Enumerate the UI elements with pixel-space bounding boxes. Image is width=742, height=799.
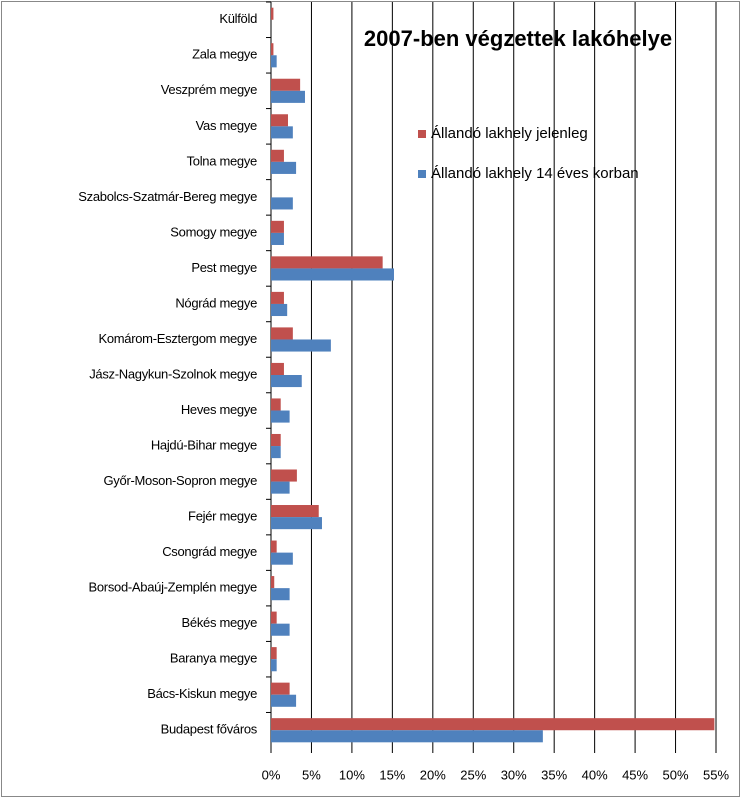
bar [271,43,274,56]
bar [271,339,331,352]
y-tick-label: Tolna megye [187,153,257,168]
bar [271,90,305,103]
x-tick-label: 20% [420,767,446,782]
y-tick-label: Csongrád megye [162,544,257,559]
bar [271,730,543,743]
y-tick-label: Békés megye [182,615,258,630]
bar [271,540,277,553]
bar [271,682,290,695]
y-tick-label: Heves megye [181,402,257,417]
bar [271,7,274,20]
x-tick-label: 35% [541,767,567,782]
bar [271,647,277,660]
bar [271,517,322,530]
y-tick-label: Vas megye [196,118,257,133]
bar [271,268,394,281]
legend-swatch [418,130,426,138]
bar [271,197,293,210]
bar [271,256,383,269]
x-tick-label: 15% [379,767,405,782]
y-tick-label: Komárom-Esztergom megye [98,331,257,346]
x-tick-label: 40% [582,767,608,782]
y-tick-label: Veszprém megye [161,82,257,97]
y-tick-label: Borsod-Abaúj-Zemplén megye [88,580,257,595]
x-tick-label: 10% [339,767,365,782]
x-tick-label: 0% [262,767,281,782]
bar [271,588,290,601]
bar [271,327,293,340]
x-tick-label: 30% [501,767,527,782]
bar [271,576,275,589]
bar [271,78,301,91]
y-tick-label: Jász-Nagykun-Szolnok megye [89,366,257,381]
y-tick-label: Külföld [219,11,257,26]
bar [271,718,715,731]
chart-title: 2007-ben végzettek lakóhelye [364,26,672,51]
bar [271,446,281,459]
legend-label: Állandó lakhely 14 éves korban [431,165,639,182]
y-tick-label: Győr-Moson-Sopron megye [104,473,258,488]
y-tick-label: Szabolcs-Szatmár-Bereg megye [78,189,257,204]
bar [271,410,290,423]
y-tick-label: Budapest főváros [161,722,258,737]
bar [271,611,277,624]
x-tick-label: 5% [302,767,321,782]
bar [271,694,297,707]
bar [271,659,277,672]
bar [271,149,284,162]
legend-swatch [418,170,426,178]
y-tick-label: Baranya megye [170,651,257,666]
y-tick-label: Somogy megye [170,224,257,239]
bar [271,55,277,68]
bar [271,291,284,304]
bar [271,161,297,174]
y-tick-label: Fejér megye [188,509,257,524]
bar [271,232,284,245]
bar [271,505,319,518]
bar [271,375,302,388]
y-tick-label: Hajdú-Bihar megye [151,437,257,452]
bar [271,362,284,375]
x-tick-label: 55% [703,767,729,782]
bar [271,126,293,139]
bar [271,433,281,447]
bar [271,469,297,482]
x-tick-label: 45% [622,767,648,782]
bar [271,481,290,494]
bar [271,220,284,233]
y-tick-label: Nógrád megye [175,295,257,310]
y-tick-label: Bács-Kiskun megye [147,686,257,701]
x-tick-label: 50% [663,767,689,782]
bar [271,303,288,317]
legend-label: Állandó lakhely jelenleg [431,125,588,142]
y-tick-label: Pest megye [191,260,257,275]
bar [271,552,293,565]
x-tick-label: 25% [460,767,486,782]
bar [271,623,290,636]
bar [271,398,281,411]
bar [271,114,288,127]
y-tick-label: Zala megye [192,47,257,62]
